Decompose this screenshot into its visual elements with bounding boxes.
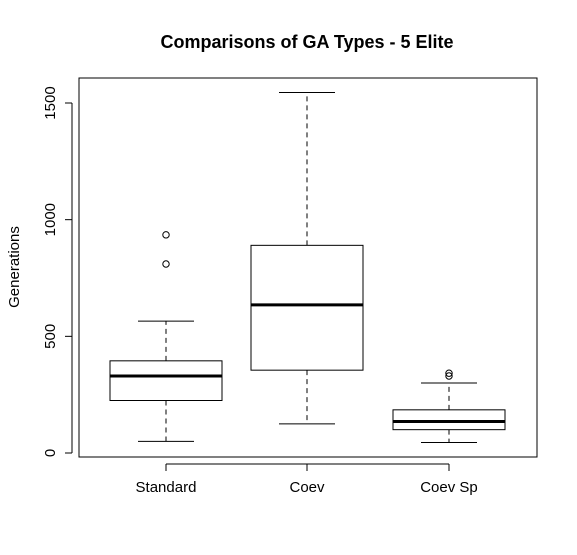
y-tick-label: 1500 <box>42 86 59 119</box>
outlier-point <box>445 372 453 380</box>
y-tick-label: 0 <box>42 449 59 457</box>
outlier-point <box>162 260 170 268</box>
outlier-point <box>445 369 453 377</box>
box-iqr <box>109 360 223 402</box>
x-tick-label: Coev <box>289 479 325 496</box>
y-tick-label: 1000 <box>42 203 59 236</box>
x-tick-label: Standard <box>136 479 197 496</box>
x-tick-label: Coev Sp <box>420 479 478 496</box>
plot-frame <box>78 77 538 458</box>
box-iqr <box>392 409 506 431</box>
y-axis-label: Generations <box>6 226 23 308</box>
y-tick-label: 500 <box>42 324 59 349</box>
box-iqr <box>250 244 364 371</box>
chart-title: Comparisons of GA Types - 5 Elite <box>160 32 453 52</box>
outlier-point <box>162 231 170 239</box>
